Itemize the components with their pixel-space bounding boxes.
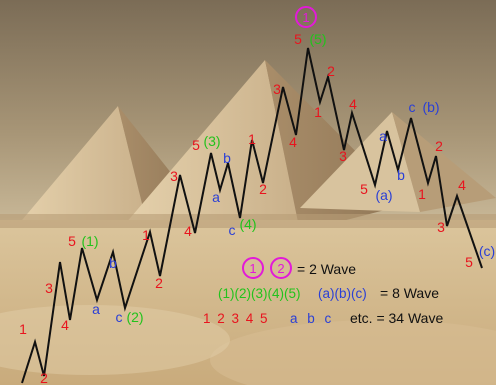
wave-label-w-3-red: 3 (45, 280, 53, 296)
top-marker-number: 1 (302, 10, 309, 25)
wave-label-w-1-green: (1) (81, 233, 98, 249)
legend-circle-2-icon (270, 257, 292, 279)
wave-label-w-5-red-mid: 5 (192, 137, 200, 153)
sand-dune (0, 305, 230, 375)
wave-label-w-3-red-3: 3 (273, 81, 281, 97)
right-pyramid-shaded-face (392, 112, 496, 212)
sand-horizon-band (0, 214, 496, 228)
wave-label-w-2-red-5: 2 (435, 138, 443, 154)
legend-row3-text: etc. = 34 Wave (350, 310, 443, 326)
wave-label-w-b-paren: (b) (422, 99, 439, 115)
wave-label-w-3-red-4: 3 (339, 148, 347, 164)
wave-label-w-2-red-bottom: 2 (40, 370, 48, 385)
wave-label-w-5-green: (5) (309, 31, 326, 47)
legend-row2-text: = 8 Wave (380, 285, 439, 301)
wave-label-w-c-paren: (c) (479, 243, 495, 259)
legend-row3-blue: a b c (290, 311, 332, 326)
legend-row3-red: 1 2 3 4 5 (203, 311, 268, 326)
wave-label-w-5-red-top: 5 (294, 31, 302, 47)
circle-1-icon (295, 6, 317, 28)
wave-label-w-c-blue-2: c (229, 222, 236, 238)
wave-label-w-1-red-3: 1 (248, 131, 256, 147)
legend-row1-text: = 2 Wave (297, 261, 356, 277)
wave-label-w-a-paren: (a) (375, 187, 392, 203)
legend-row2-blue: (a)(b)(c) (318, 286, 367, 301)
wave-label-w-3-red-5: 3 (437, 219, 445, 235)
legend-circle-1-number: 1 (249, 261, 256, 276)
wave-label-w-b-blue-2: b (223, 150, 231, 166)
legend-row2-green: (1)(2)(3)(4)(5) (218, 286, 301, 301)
wave-label-w-2-green: (2) (126, 309, 143, 325)
wave-label-w-4-red-2: 4 (184, 223, 192, 239)
wave-label-w-b-blue-3: b (397, 167, 405, 183)
wave-label-w-5-red-low: 5 (68, 233, 76, 249)
top-circled-marker: 1 (295, 6, 317, 28)
wave-label-w-4-red-4: 4 (349, 96, 357, 112)
wave-label-w-c-blue-3: c (409, 99, 416, 115)
wave-label-w-a-blue-2: a (212, 189, 220, 205)
wave-label-w-5-red-a: 5 (360, 181, 368, 197)
wave-label-w-3-green: (3) (203, 133, 220, 149)
wave-label-w-3-red-2: 3 (170, 168, 178, 184)
wave-label-w-5-red-c: 5 (465, 254, 473, 270)
wave-label-w-2-red-2: 2 (155, 275, 163, 291)
wave-label-w-4-green: (4) (239, 216, 256, 232)
wave-label-w-c-blue-1: c (116, 309, 123, 325)
elliott-wave-line (21, 47, 483, 384)
legend-circle-1-icon (242, 257, 264, 279)
wave-label-w-2-red-3: 2 (259, 181, 267, 197)
wave-label-w-1-red-5: 1 (418, 186, 426, 202)
wave-label-w-4-red: 4 (61, 317, 69, 333)
middle-pyramid-lit-face (120, 60, 300, 232)
wave-label-w-4-red-5: 4 (458, 177, 466, 193)
wave-label-w-1-red-2: 1 (142, 227, 150, 243)
legend-circle-2-number: 2 (277, 261, 284, 276)
wave-label-w-2-red-4: 2 (327, 63, 335, 79)
wave-label-w-a-blue-3: a (379, 128, 387, 144)
left-pyramid-lit-face (12, 106, 150, 236)
right-pyramid-lit-face (300, 112, 420, 212)
wave-label-w-a-blue-1: a (92, 301, 100, 317)
wave-label-w-1-red-4: 1 (314, 104, 322, 120)
wave-count-legend: 1 2 = 2 Wave (1)(2)(3)(4)(5) (a)(b)(c) =… (203, 257, 443, 326)
sand-dune (210, 320, 496, 385)
wave-label-w-1-red: 1 (19, 321, 27, 337)
wave-label-w-4-red-3: 4 (289, 134, 297, 150)
wave-label-w-b-blue-1: b (109, 255, 117, 271)
